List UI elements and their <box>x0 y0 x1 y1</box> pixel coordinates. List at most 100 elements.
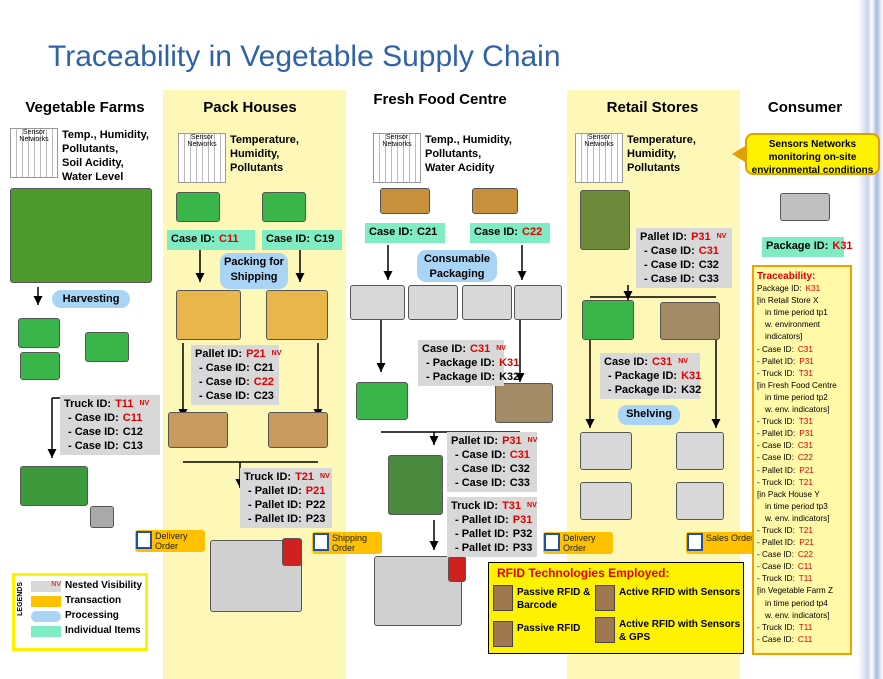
id-label: - Case ID: <box>644 273 695 285</box>
id-value: P23 <box>305 513 326 525</box>
id-line: - Truck ID: T21 <box>757 477 847 489</box>
sensor-label: Sensor Networks <box>373 133 421 183</box>
trace-text: in time period tp3 <box>765 501 828 511</box>
sensor-line: Pollutants, <box>425 148 482 160</box>
picture <box>20 466 88 506</box>
manifest: Pallet ID: P31 NV - Case ID: C31- Case ID: C3… <box>447 432 537 492</box>
id-value: T21 <box>798 525 813 535</box>
id-label: - Truck ID: <box>757 368 795 378</box>
nv-tag: NV <box>716 233 727 240</box>
picture <box>660 302 720 340</box>
id-value: K31 <box>805 284 821 294</box>
picture <box>85 332 129 362</box>
sensor-line: Pollutants <box>627 162 681 174</box>
sensor-line: Water Acidity <box>425 162 495 174</box>
legend: LEGENDS NV Nested Visibility Transaction Pro… <box>12 573 148 651</box>
id-value: P32 <box>512 528 533 540</box>
manifest: Case ID: C31 NV - Package ID: K31- Package I… <box>600 353 701 399</box>
id-value: C31 <box>797 441 813 451</box>
id-line: - Pallet ID: P21 <box>757 465 847 477</box>
id-line: - Case ID: C31 <box>455 448 533 462</box>
picture <box>388 455 443 515</box>
id-line: - Package ID: K32 <box>426 370 519 384</box>
picture <box>374 556 462 626</box>
id-line: Case ID: C11 <box>171 233 251 245</box>
order-text: Delivery Order <box>563 533 596 553</box>
sensor-line: Pollutants, <box>62 143 119 155</box>
id-label: - Pallet ID: <box>757 356 796 366</box>
manifest: Pallet ID: P21 NV - Case ID: C21- Case ID: C2… <box>191 345 281 405</box>
id-line: - Pallet ID: P31 <box>757 428 847 440</box>
id-label: Case ID: <box>474 226 519 238</box>
id-value: C31 <box>509 449 530 461</box>
sensor-network: Sensor Networks Temp., Humidity, Pollutant… <box>373 133 533 193</box>
id-label: - Pallet ID: <box>757 429 796 439</box>
id-label: - Case ID: <box>757 344 794 354</box>
id-value: C22 <box>253 376 274 388</box>
id-value: T11 <box>798 622 813 632</box>
id-value: P21 <box>799 465 814 475</box>
id-line: - Truck ID: T11 <box>757 622 847 634</box>
id-line: - Pallet ID: P32 <box>455 527 533 541</box>
picture <box>350 285 405 320</box>
id-value: C11 <box>122 412 143 424</box>
id-value: P31 <box>799 356 814 366</box>
sensor-network: Sensor Networks Temperature, Humidity, Poll… <box>575 133 735 193</box>
picture <box>448 556 466 582</box>
id-label: - Case ID: <box>199 362 250 374</box>
trace-text: w. env. indicators] <box>765 405 830 415</box>
sensor-label: Sensor Networks <box>575 133 623 183</box>
id-line: - Case ID: C31 <box>644 244 728 258</box>
trace-text: in time period tp4 <box>765 598 828 608</box>
id-label: - Pallet ID: <box>455 528 509 540</box>
id-label: - Case ID: <box>68 440 119 452</box>
picture <box>514 285 562 320</box>
id-label: Case ID: <box>604 356 649 368</box>
id-label: Package ID: <box>766 240 829 252</box>
picture <box>380 188 430 214</box>
id-line: - Case ID: C22 <box>199 375 275 389</box>
id-value: C11 <box>797 562 813 572</box>
id-value: C31 <box>797 344 813 354</box>
id-line: Pallet ID: P31 NV <box>640 230 728 244</box>
id-value: C22 <box>797 550 813 560</box>
picture <box>580 432 632 470</box>
rfid-icon <box>595 617 615 643</box>
picture <box>176 290 241 340</box>
sensor-line: Humidity, <box>230 148 280 160</box>
rfid-icon <box>493 621 513 647</box>
id-label: Package ID: <box>757 284 802 294</box>
id-line: - Case ID: C33 <box>455 476 533 490</box>
id-line: - Case ID: C33 <box>644 272 728 286</box>
picture <box>580 190 630 250</box>
nv-tag: NV <box>678 358 688 365</box>
id-value: T21 <box>295 471 315 483</box>
trace-text: indicators] <box>765 332 803 342</box>
id-value: T21 <box>798 477 813 487</box>
column-heading: Pack Houses <box>203 99 297 116</box>
id-label: Case ID: <box>266 233 311 245</box>
traceability-heading: Traceability: <box>757 271 816 282</box>
id-value: C13 <box>122 440 143 452</box>
sensor-line: Temp., Humidity, <box>425 134 512 146</box>
trace-text: w. env. indicators] <box>765 610 830 620</box>
id-value: T11 <box>115 398 134 410</box>
nv-tag: NV <box>139 400 150 407</box>
id-value: C32 <box>698 259 719 271</box>
id-line: Truck ID: T31 NV <box>451 499 537 513</box>
id-label: - Pallet ID: <box>248 513 302 525</box>
id-label: Case ID: <box>369 226 414 238</box>
order-text: Sales Order <box>706 533 755 543</box>
id-label: - Pallet ID: <box>248 485 302 497</box>
id-value: P31 <box>502 435 522 447</box>
rfid-text: Passive RFID <box>517 623 581 634</box>
sensor-label: Sensor Networks <box>10 128 58 178</box>
id-value: C19 <box>314 233 335 245</box>
process: Consumable Packaging <box>417 250 497 282</box>
picture <box>282 538 302 566</box>
id-label: - Pallet ID: <box>455 514 509 526</box>
title: Traceability in Vegetable Supply Chain <box>48 40 561 73</box>
sensor-text: Temp., Humidity, Pollutants, Water Acidity <box>425 133 535 175</box>
case-tag: Case ID: C22 <box>470 223 550 243</box>
picture <box>18 318 60 348</box>
